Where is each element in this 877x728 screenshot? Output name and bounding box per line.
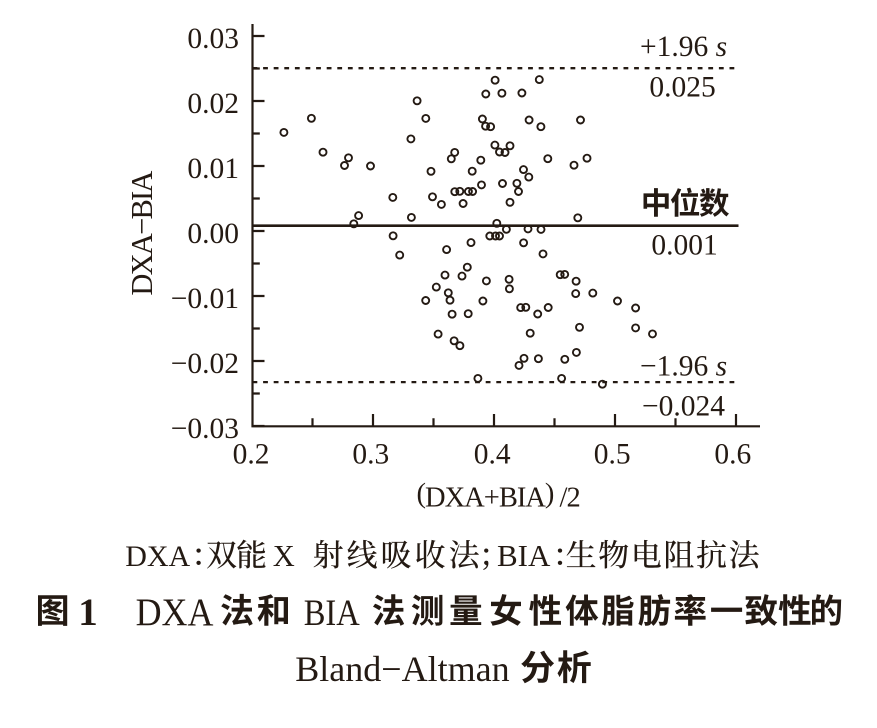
svg-text:0.2: 0.2 [233, 438, 270, 470]
svg-text:0.02: 0.02 [187, 88, 239, 120]
svg-text:0.6: 0.6 [714, 438, 751, 470]
svg-text:0.3: 0.3 [352, 438, 389, 470]
svg-text:1: 1 [78, 591, 98, 634]
svg-text:0.00: 0.00 [187, 218, 239, 250]
svg-text:−0.03: −0.03 [171, 413, 239, 445]
svg-text:X: X [273, 539, 295, 573]
svg-text:(DXA+BIA) /2: (DXA+BIA) /2 [417, 478, 580, 513]
svg-text:0.01: 0.01 [187, 153, 239, 185]
svg-text:0.4: 0.4 [474, 438, 511, 470]
svg-text:−0.024: −0.024 [642, 390, 725, 422]
svg-text:−0.02: −0.02 [171, 348, 239, 380]
svg-text:DXA−BIA: DXA−BIA [125, 171, 159, 296]
svg-text:0.5: 0.5 [594, 438, 631, 470]
svg-text:0.03: 0.03 [187, 23, 239, 55]
svg-text:Bland−Altman: Bland−Altman [295, 649, 509, 689]
svg-text:0.025: 0.025 [649, 72, 715, 104]
svg-text:−1.96 s: −1.96 s [640, 350, 727, 382]
svg-text:BIA: BIA [497, 538, 551, 573]
svg-text:0.001: 0.001 [651, 229, 717, 261]
svg-text:DXA: DXA [136, 590, 214, 634]
svg-text:−0.01: −0.01 [171, 283, 239, 315]
svg-text:BIA: BIA [304, 593, 360, 634]
svg-text:DXA: DXA [125, 540, 190, 573]
svg-text:+1.96 s: +1.96 s [640, 31, 727, 63]
